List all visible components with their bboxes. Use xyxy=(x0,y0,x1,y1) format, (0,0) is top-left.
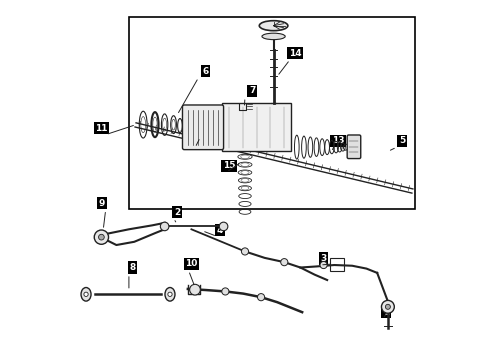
Ellipse shape xyxy=(81,288,91,301)
Text: 12: 12 xyxy=(192,138,205,147)
Text: 4: 4 xyxy=(217,225,223,234)
Bar xyxy=(129,18,415,208)
Text: 8: 8 xyxy=(129,263,136,272)
Text: 14: 14 xyxy=(289,49,301,58)
Circle shape xyxy=(242,248,248,255)
Text: 2: 2 xyxy=(174,208,180,217)
FancyBboxPatch shape xyxy=(182,105,223,150)
Ellipse shape xyxy=(165,288,175,301)
Ellipse shape xyxy=(262,33,285,40)
Text: 15: 15 xyxy=(222,161,235,170)
Text: 1: 1 xyxy=(383,308,389,317)
Circle shape xyxy=(222,288,229,295)
Circle shape xyxy=(84,292,88,296)
Text: 10: 10 xyxy=(185,260,197,269)
Circle shape xyxy=(160,222,169,231)
Circle shape xyxy=(258,294,265,301)
Text: 6: 6 xyxy=(202,67,209,76)
Text: 5: 5 xyxy=(399,136,405,145)
Circle shape xyxy=(98,234,104,240)
Ellipse shape xyxy=(259,21,288,31)
Text: 11: 11 xyxy=(95,124,108,133)
Circle shape xyxy=(190,284,200,295)
Bar xyxy=(330,258,344,271)
Circle shape xyxy=(281,258,288,266)
Circle shape xyxy=(94,230,109,244)
Text: 13: 13 xyxy=(332,136,344,145)
Text: 7: 7 xyxy=(249,86,255,95)
Circle shape xyxy=(386,304,391,309)
Text: 3: 3 xyxy=(320,254,327,263)
Circle shape xyxy=(168,292,172,296)
FancyBboxPatch shape xyxy=(347,135,361,158)
Circle shape xyxy=(381,300,394,313)
Bar xyxy=(222,103,292,152)
Circle shape xyxy=(320,261,327,269)
Text: 9: 9 xyxy=(99,199,105,208)
Circle shape xyxy=(220,222,228,231)
